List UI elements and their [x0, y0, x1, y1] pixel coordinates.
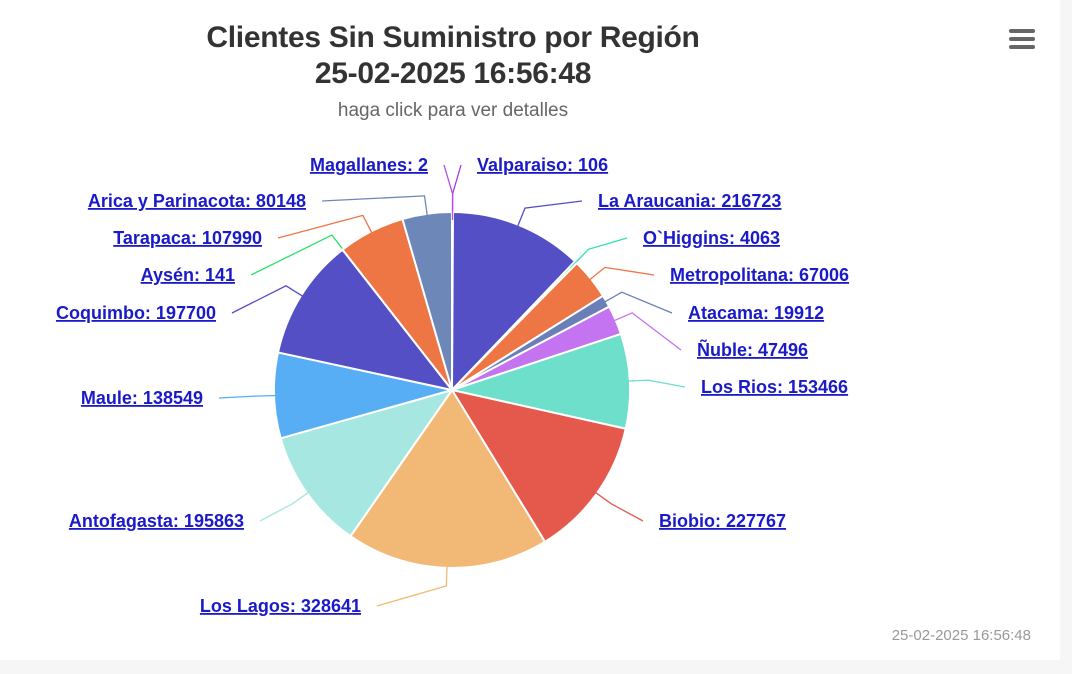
connector-line	[376, 559, 448, 607]
data-label[interactable]: Aysén: 141	[141, 265, 235, 285]
pie-chart: Valparaiso: 106 La Araucania: 216723 O`Hig…	[56, 155, 849, 616]
connector-line	[277, 214, 376, 239]
data-label[interactable]: La Araucania: 216723	[598, 191, 781, 211]
data-label[interactable]: Arica y Parinacota: 80148	[88, 191, 306, 211]
chart-title: Clientes Sin Suministro por Región 25-02…	[153, 20, 753, 92]
pie-slice-magallanes[interactable]	[451, 210, 455, 391]
chart-credit-timestamp: 25-02-2025 16:56:48	[891, 627, 1031, 644]
connector-line	[589, 488, 644, 522]
connector-line	[231, 285, 309, 314]
connector-line	[608, 312, 682, 351]
menu-bar-middle	[1009, 37, 1035, 41]
connector-line	[598, 291, 673, 314]
connector-line	[218, 394, 283, 399]
chart-container: Clientes Sin Suministro por Región 25-02…	[55, 20, 1041, 644]
data-label[interactable]: Ñuble: 47496	[697, 339, 808, 360]
data-label[interactable]: O`Higgins: 4063	[643, 228, 780, 248]
connector-line	[259, 488, 314, 522]
menu-bar-top	[1009, 29, 1035, 33]
data-label[interactable]: Coquimbo: 197700	[56, 303, 216, 323]
data-label[interactable]: Biobio: 227767	[659, 511, 786, 531]
hamburger-menu-icon[interactable]	[1003, 24, 1041, 58]
data-label[interactable]: Los Rios: 153466	[701, 377, 848, 397]
connector-line	[321, 195, 429, 222]
connector-line	[584, 266, 655, 285]
data-label[interactable]: Valparaiso: 106	[477, 155, 608, 175]
page-edge-right	[1060, 0, 1072, 674]
connector-line	[514, 200, 583, 233]
chart-title-line-1: Clientes Sin Suministro por Región	[206, 21, 700, 54]
chart-subtitle: haga click para ver detalles	[337, 100, 569, 121]
connector-line	[569, 237, 628, 269]
data-label[interactable]: Metropolitana: 67006	[670, 265, 849, 285]
connector-line	[443, 164, 454, 221]
data-label[interactable]: Atacama: 19912	[688, 303, 824, 323]
data-label[interactable]: Magallanes: 2	[310, 155, 428, 175]
data-label[interactable]: Los Lagos: 328641	[200, 596, 361, 616]
page-edge-bottom	[0, 660, 1072, 674]
menu-bar-bottom	[1009, 45, 1035, 49]
data-label[interactable]: Tarapaca: 107990	[113, 228, 262, 248]
data-label[interactable]: Maule: 138549	[81, 388, 203, 408]
data-label[interactable]: Antofagasta: 195863	[69, 511, 244, 531]
chart-title-line-2: 25-02-2025 16:56:48	[314, 57, 592, 90]
connector-line	[621, 379, 686, 388]
